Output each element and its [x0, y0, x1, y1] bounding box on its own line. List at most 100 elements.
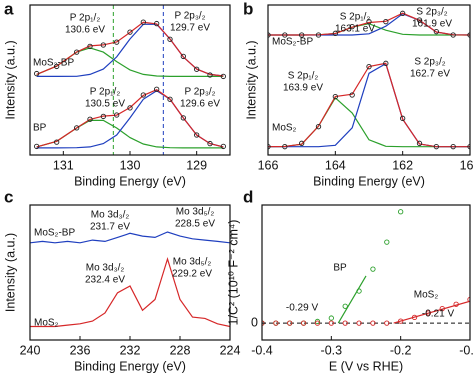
data-point [207, 72, 213, 78]
x-tick-label: 129 [186, 158, 207, 172]
x-tick-label: 162 [392, 158, 413, 172]
data-point [154, 20, 160, 27]
data-point [287, 320, 293, 326]
x-axis-label: E (V vs RHE) [329, 359, 403, 373]
annotation: Mo 3d₅/₂ [173, 257, 212, 268]
data-point [114, 112, 120, 118]
x-tick-label: 130 [120, 158, 141, 172]
x-tick-label: 164 [325, 158, 346, 172]
annotation: MoS₂-BP [34, 228, 75, 239]
data-point [328, 320, 334, 326]
data-point [127, 29, 133, 35]
data-point [282, 32, 288, 38]
data-point [87, 43, 93, 50]
data-point [167, 36, 173, 42]
data-line [393, 300, 470, 324]
data-point [384, 239, 390, 245]
data-point [332, 30, 338, 36]
data-point [383, 60, 389, 66]
annotation: 228.5 eV [175, 219, 215, 230]
data-point [398, 318, 404, 324]
plot-frame [261, 204, 471, 341]
data-point [450, 144, 456, 150]
data-point [342, 303, 348, 309]
data-point [366, 64, 372, 70]
data-point [74, 49, 80, 55]
annotation: P 2p₃/₂ [184, 87, 215, 98]
data-point [398, 209, 404, 215]
data-point [180, 53, 186, 60]
data-point [220, 143, 226, 150]
data-point [114, 39, 120, 45]
data-point [74, 125, 80, 131]
data-line [268, 62, 470, 148]
annotation: Mo 3d₅/₂ [176, 207, 215, 218]
data-point [268, 32, 271, 38]
data-point [314, 320, 321, 326]
data-point [400, 115, 406, 121]
x-tick-label: 131 [53, 158, 74, 172]
annotation: 231.7 eV [90, 222, 130, 233]
x-tick-label: -0.3 [321, 343, 343, 357]
data-point [314, 318, 321, 325]
annotation: 229.2 eV [172, 269, 212, 280]
annotation: -0.29 V [286, 303, 319, 314]
annotation: 163.1 eV [335, 24, 375, 35]
x-tick-label: -0.2 [390, 343, 412, 357]
annotation: P 2p₃/₂ [174, 11, 205, 22]
plot-area [34, 5, 226, 155]
data-point [356, 320, 362, 326]
data-point [416, 140, 423, 146]
data-point [34, 70, 40, 77]
panel-letter: d [243, 187, 253, 206]
annotation: MoS₂-BP [272, 37, 313, 48]
data-point [220, 73, 226, 80]
data-point [342, 320, 348, 326]
annotation: MoS₂ [414, 290, 439, 301]
plot-area [268, 10, 470, 150]
data-point [54, 139, 60, 145]
x-tick-label: 236 [70, 343, 91, 357]
y-tick-label: 0 [251, 315, 258, 329]
x-tick-label: -0.4 [251, 343, 273, 357]
data-point [282, 144, 288, 150]
data-point [194, 132, 200, 138]
annotation: P 2p₁/₂ [90, 87, 121, 98]
data-point [349, 92, 355, 98]
y-axis-label: 1/C² (10¹⁰ F⁻² cm⁴) [226, 220, 240, 326]
annotation: 232.4 eV [85, 275, 125, 286]
annotation: BP [33, 123, 47, 134]
data-point [273, 320, 279, 326]
data-point [433, 144, 439, 150]
annotation: BP [333, 263, 347, 274]
data-point [370, 266, 376, 272]
annotation: S 2p₃/₂ [414, 57, 445, 68]
data-point [100, 113, 106, 120]
data-point [328, 315, 334, 321]
annotation: Mo 3d₃/₂ [91, 210, 130, 221]
data-point [400, 10, 406, 16]
data-point [54, 63, 60, 70]
data-point [167, 96, 173, 102]
annotation: S 2p₃/₂ [416, 7, 447, 18]
data-point [315, 124, 322, 130]
annotation: 130.6 eV [65, 25, 105, 36]
data-point [87, 116, 93, 122]
data-point [315, 32, 322, 38]
panel-letter: c [4, 187, 13, 206]
x-tick-label: 232 [120, 343, 141, 357]
annotation: P 2p₁/₂ [70, 13, 101, 24]
annotation: MoS₂ [34, 318, 59, 329]
y-axis-label: Intensity (a.u.) [3, 40, 17, 119]
x-tick-label: 228 [170, 343, 191, 357]
annotation: 130.5 eV [85, 99, 125, 110]
data-point [34, 143, 40, 150]
annotation: S 2p₁/₂ [288, 71, 319, 82]
x-axis-label: Binding Energy (eV) [74, 174, 186, 188]
data-point [268, 144, 271, 150]
data-point [194, 66, 200, 72]
panel-letter: a [4, 0, 14, 18]
data-point [140, 92, 146, 98]
data-line [30, 256, 230, 328]
x-tick-label: 224 [220, 343, 241, 357]
